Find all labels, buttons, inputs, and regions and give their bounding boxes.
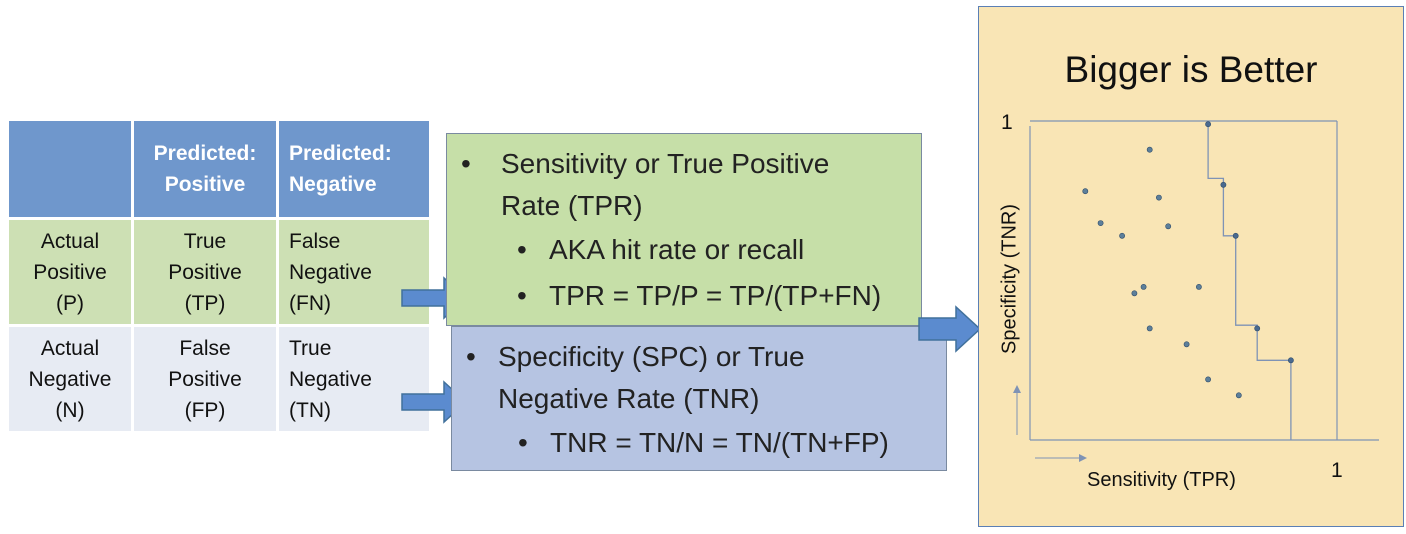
plot-title: Bigger is Better bbox=[1064, 49, 1318, 90]
tnr-title-line2: Negative Rate (TNR) bbox=[498, 383, 760, 414]
data-point-0 bbox=[1205, 121, 1211, 128]
data-points bbox=[1082, 121, 1294, 399]
tpr-sub1-bullet: • bbox=[517, 234, 527, 265]
tpr-box: • Sensitivity or True Positive Rate (TPR… bbox=[446, 133, 922, 326]
x-max-label: 1 bbox=[1331, 459, 1343, 482]
tnr-sub1: TNR = TN/N = TN/(TN+FP) bbox=[550, 427, 889, 458]
tpr-title-line2: Rate (TPR) bbox=[501, 190, 643, 221]
data-point-13 bbox=[1195, 283, 1202, 290]
data-point-17 bbox=[1235, 392, 1242, 399]
data-point-12 bbox=[1131, 290, 1138, 297]
tpr-bullet: • bbox=[461, 148, 471, 179]
data-point-11 bbox=[1140, 283, 1147, 290]
data-point-1 bbox=[1220, 181, 1227, 188]
tpr-sub2-bullet: • bbox=[517, 280, 527, 311]
data-point-2 bbox=[1232, 232, 1239, 239]
y-max-label: 1 bbox=[1001, 111, 1013, 134]
pareto-frontier bbox=[1207, 124, 1292, 440]
cell-false-positive: False Positive (FP) bbox=[134, 327, 276, 431]
data-point-4 bbox=[1287, 357, 1294, 364]
data-point-10 bbox=[1165, 223, 1172, 230]
cell-actual-negative: Actual Negative (N) bbox=[9, 327, 131, 431]
tnr-sub1-bullet: • bbox=[518, 427, 528, 458]
data-point-6 bbox=[1082, 188, 1089, 195]
data-point-14 bbox=[1146, 325, 1153, 332]
tpr-sub2: TPR = TP/P = TP/(TP+FN) bbox=[549, 280, 882, 311]
data-point-7 bbox=[1155, 194, 1162, 201]
data-point-8 bbox=[1097, 220, 1104, 226]
row-actual-positive: Actual Positive (P) True Positive (TP) F… bbox=[9, 220, 429, 324]
frontier-step-line bbox=[1207, 124, 1292, 440]
row-actual-negative: Actual Negative (N) False Positive (FP) … bbox=[9, 327, 429, 431]
cell-true-negative: True Negative (TN) bbox=[279, 327, 429, 431]
tpr-sub1: AKA hit rate or recall bbox=[549, 234, 805, 265]
cell-actual-positive: Actual Positive (P) bbox=[9, 220, 131, 324]
arrow-to-plot-icon bbox=[918, 305, 982, 353]
cell-false-negative: False Negative (FN) bbox=[279, 220, 429, 324]
tnr-box: • Specificity (SPC) or True Negative Rat… bbox=[451, 326, 947, 471]
tpr-title-line1: Sensitivity or True Positive bbox=[501, 148, 830, 179]
data-point-15 bbox=[1183, 341, 1190, 348]
matrix-corner-cell bbox=[9, 121, 131, 217]
tnr-bullet: • bbox=[466, 341, 476, 372]
data-point-3 bbox=[1254, 325, 1261, 332]
data-point-16 bbox=[1205, 376, 1211, 383]
data-point-5 bbox=[1146, 146, 1153, 153]
plot-panel: Bigger is Better 1 1 Sensitivity (TPR) S… bbox=[978, 6, 1404, 527]
x-axis-label: Sensitivity (TPR) bbox=[1087, 469, 1236, 491]
data-point-9 bbox=[1119, 232, 1125, 239]
cell-true-positive: True Positive (TP) bbox=[134, 220, 276, 324]
box-to-plot-arrow bbox=[918, 305, 982, 353]
tnr-title-line1: Specificity (SPC) or True bbox=[498, 341, 805, 372]
header-predicted-positive: Predicted: Positive bbox=[134, 121, 276, 217]
scatter-plot bbox=[1013, 120, 1379, 462]
confusion-matrix: Predicted: Positive Predicted: Negative … bbox=[6, 118, 432, 434]
header-predicted-negative: Predicted: Negative bbox=[279, 121, 429, 217]
